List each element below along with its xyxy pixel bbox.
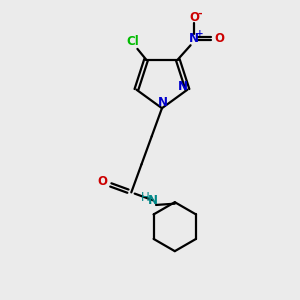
Text: Cl: Cl bbox=[126, 35, 139, 48]
Text: O: O bbox=[214, 32, 224, 45]
Text: N: N bbox=[178, 80, 188, 92]
Text: N: N bbox=[148, 194, 158, 207]
Text: N: N bbox=[189, 32, 199, 45]
Text: H: H bbox=[141, 191, 150, 204]
Text: O: O bbox=[189, 11, 199, 24]
Text: +: + bbox=[196, 29, 203, 38]
Text: N: N bbox=[158, 96, 167, 109]
Text: -: - bbox=[198, 9, 203, 19]
Text: O: O bbox=[98, 176, 108, 188]
